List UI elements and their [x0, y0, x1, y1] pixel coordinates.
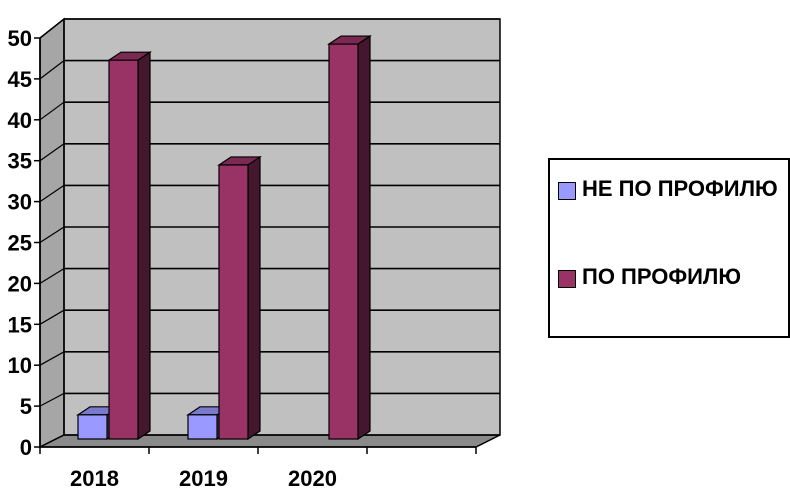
y-axis: 0 5 10 15 20 25 30 35 40 45 50 — [8, 26, 41, 460]
plot-side-wall — [39, 17, 65, 449]
legend-label-po-profilyu: ПО ПРОФИЛЮ — [582, 264, 742, 289]
x-tick-label: 2020 — [288, 466, 337, 489]
y-tick-label: 10 — [8, 353, 32, 378]
y-tick-label: 20 — [8, 271, 32, 296]
bar-front — [108, 59, 139, 440]
y-tick-label: 0 — [20, 435, 32, 460]
gridline-side — [39, 101, 65, 121]
bars — [76, 34, 372, 441]
x-axis: 2018 2019 2020 — [39, 446, 477, 489]
bar-side — [137, 51, 151, 441]
gridline-side — [39, 351, 65, 366]
plot-border — [63, 18, 501, 436]
gridline-side — [39, 184, 65, 203]
y-tick-label: 45 — [8, 67, 32, 92]
bar-front — [218, 164, 249, 440]
legend-item-po-profilyu: ПО ПРОФИЛЮ — [558, 264, 782, 293]
y-tick-label: 15 — [8, 312, 32, 337]
bar-front — [77, 414, 108, 440]
bar-front — [328, 43, 359, 440]
y-tick-label: 35 — [8, 149, 32, 174]
bar-2019-series-1 — [217, 155, 262, 441]
y-tick-label: 25 — [8, 231, 32, 256]
gridline-side — [39, 143, 65, 162]
y-tick-label: 30 — [8, 190, 32, 215]
y-tick-label: 5 — [20, 394, 32, 419]
legend-swatch-po-profilyu — [558, 270, 576, 288]
y-tick-label: 40 — [8, 108, 32, 133]
gridline-side — [39, 268, 65, 284]
bar-side — [357, 34, 371, 441]
gridline-side — [39, 392, 65, 407]
bar-2020-series-1 — [327, 34, 372, 441]
gridline-side — [39, 226, 65, 244]
gridline-side — [39, 18, 65, 39]
y-tick-label: 50 — [8, 26, 32, 51]
x-tick-label: 2018 — [70, 466, 119, 489]
bar-side — [247, 155, 261, 441]
legend-swatch-ne-po-profilyu — [558, 182, 576, 200]
legend: НЕ ПО ПРОФИЛЮ ПО ПРОФИЛЮ — [548, 158, 790, 338]
legend-item-ne-po-profilyu: НЕ ПО ПРОФИЛЮ — [558, 176, 782, 205]
x-tick-label: 2019 — [179, 466, 228, 489]
gridline-side — [39, 309, 65, 325]
bar-front — [187, 414, 218, 440]
bar-2018-series-1 — [107, 51, 152, 441]
gridline-side — [39, 60, 65, 80]
legend-label-ne-po-profilyu: НЕ ПО ПРОФИЛЮ — [582, 176, 778, 201]
